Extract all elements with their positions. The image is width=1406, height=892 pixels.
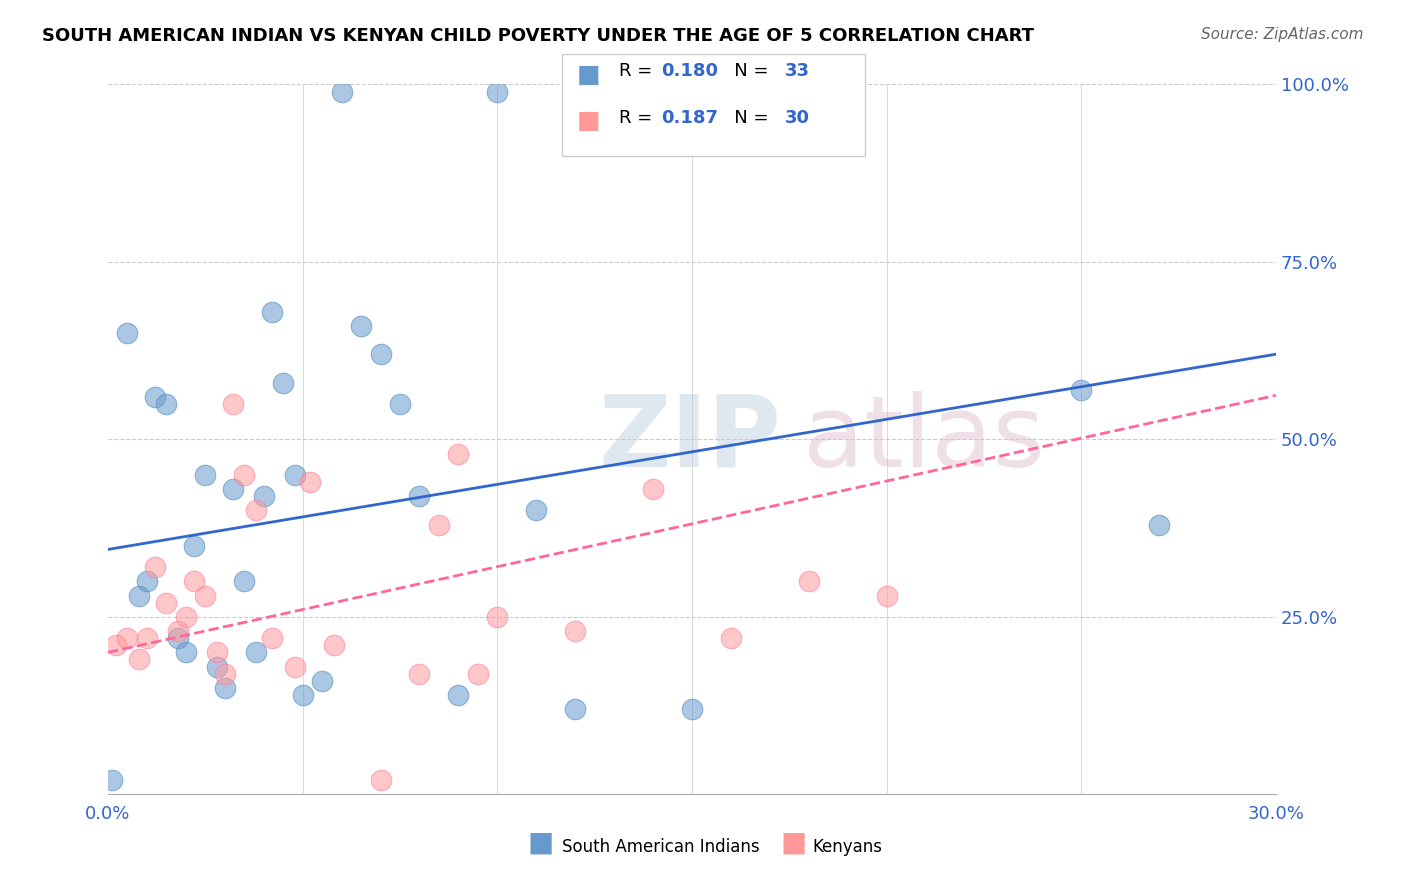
- Text: R =: R =: [619, 62, 658, 80]
- Point: [183, 574, 205, 589]
- Point: [174, 610, 197, 624]
- Point: [876, 589, 898, 603]
- Point: [117, 326, 139, 340]
- Point: [797, 574, 820, 589]
- Point: [1070, 383, 1092, 397]
- Point: [183, 539, 205, 553]
- Text: 0.180: 0.180: [661, 62, 718, 80]
- Point: [284, 659, 307, 673]
- Text: N =: N =: [717, 109, 775, 127]
- Point: [245, 503, 267, 517]
- Point: [101, 773, 124, 788]
- Point: [174, 645, 197, 659]
- Point: [322, 638, 344, 652]
- Point: [155, 596, 177, 610]
- Point: [427, 517, 450, 532]
- Point: [245, 645, 267, 659]
- Point: [524, 503, 547, 517]
- Text: ■: ■: [576, 109, 600, 133]
- Point: [447, 688, 470, 702]
- Point: [370, 773, 392, 788]
- Text: 0.187: 0.187: [661, 109, 718, 127]
- Point: [155, 397, 177, 411]
- Point: [135, 631, 157, 645]
- Point: [167, 624, 190, 638]
- Point: [253, 489, 276, 503]
- Point: [194, 467, 217, 482]
- Point: [1147, 517, 1170, 532]
- Point: [370, 347, 392, 361]
- Point: [233, 467, 256, 482]
- Point: [194, 589, 217, 603]
- Point: [233, 574, 256, 589]
- Text: ■: ■: [576, 62, 600, 87]
- Point: [214, 666, 236, 681]
- Point: [143, 390, 166, 404]
- Point: [271, 376, 294, 390]
- Point: [408, 666, 430, 681]
- Text: Source: ZipAtlas.com: Source: ZipAtlas.com: [1201, 27, 1364, 42]
- Point: [330, 85, 353, 99]
- Point: [467, 666, 489, 681]
- Point: [135, 574, 157, 589]
- Point: [564, 702, 586, 716]
- Point: [388, 397, 411, 411]
- Point: [221, 397, 243, 411]
- Point: [205, 659, 228, 673]
- Point: [447, 447, 470, 461]
- Point: [350, 318, 373, 333]
- Text: South American Indians: South American Indians: [562, 838, 761, 856]
- Point: [117, 631, 139, 645]
- Point: [143, 560, 166, 574]
- Point: [299, 475, 322, 489]
- Point: [311, 673, 333, 688]
- Point: [486, 610, 509, 624]
- Point: [167, 631, 190, 645]
- Point: [260, 304, 283, 318]
- Point: [284, 467, 307, 482]
- Text: 33: 33: [785, 62, 810, 80]
- Point: [291, 688, 314, 702]
- Point: [641, 482, 664, 496]
- Point: [681, 702, 703, 716]
- Text: ZIP: ZIP: [599, 391, 782, 488]
- Text: Kenyans: Kenyans: [813, 838, 883, 856]
- Point: [128, 652, 150, 666]
- Point: [720, 631, 742, 645]
- Text: ■: ■: [780, 829, 807, 856]
- Point: [104, 638, 127, 652]
- Text: ■: ■: [527, 829, 554, 856]
- Text: 30: 30: [785, 109, 810, 127]
- Text: SOUTH AMERICAN INDIAN VS KENYAN CHILD POVERTY UNDER THE AGE OF 5 CORRELATION CHA: SOUTH AMERICAN INDIAN VS KENYAN CHILD PO…: [42, 27, 1035, 45]
- Point: [128, 589, 150, 603]
- Point: [260, 631, 283, 645]
- Text: N =: N =: [717, 62, 775, 80]
- Text: R =: R =: [619, 109, 658, 127]
- Point: [214, 681, 236, 695]
- Point: [221, 482, 243, 496]
- Point: [205, 645, 228, 659]
- Point: [408, 489, 430, 503]
- Point: [564, 624, 586, 638]
- Text: atlas: atlas: [803, 391, 1045, 488]
- Point: [486, 85, 509, 99]
